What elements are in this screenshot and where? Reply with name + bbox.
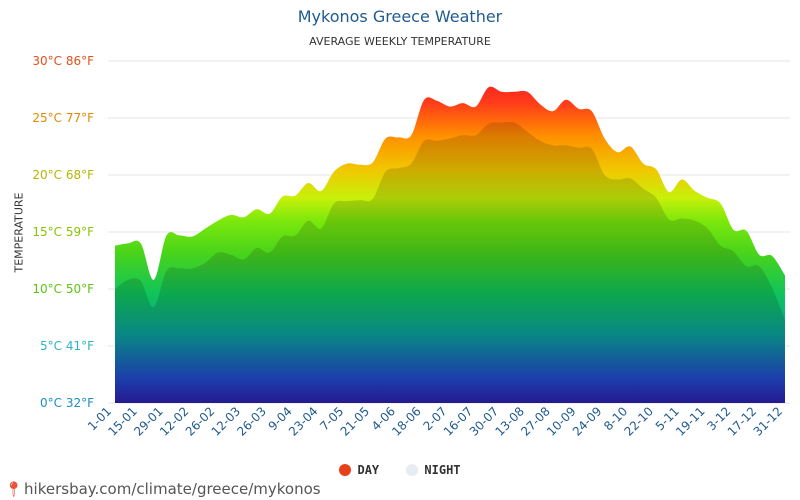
y-tick-labels: 0°C 32°F 5°C 41°F 10°C 50°F 15°C 59°F 20°C 6…	[32, 54, 94, 410]
x-tick-label: 24-09	[570, 404, 605, 439]
chart-title: Mykonos Greece Weather	[297, 7, 503, 26]
chart-plot: 0°C 32°F 5°C 41°F 10°C 50°F 15°C 59°F 20°C 6…	[32, 54, 790, 439]
series-night-shade	[115, 121, 785, 403]
x-tick-label: 21-05	[338, 404, 373, 439]
y-tick-label: 20°C 68°F	[32, 168, 94, 182]
x-tick-label: 18-06	[389, 404, 424, 439]
source-text: hikersbay.com/climate/greece/mykonos	[24, 480, 321, 498]
x-tick-labels: 1-0115-0129-0112-0226-0212-0326-039-0423…	[85, 404, 785, 439]
y-tick-label: 0°C 32°F	[40, 396, 94, 410]
y-tick-label: 30°C 86°F	[32, 54, 94, 68]
legend-day-dot-icon	[339, 464, 352, 476]
series-night-area	[115, 121, 785, 403]
area-layer	[115, 86, 785, 403]
legend-day-label: DAY	[357, 463, 380, 477]
x-tick-label: 19-11	[673, 404, 708, 439]
x-tick-label: 22-10	[622, 404, 657, 439]
chart-subtitle: AVERAGE WEEKLY TEMPERATURE	[309, 35, 491, 48]
y-tick-label: 15°C 59°F	[32, 225, 94, 239]
legend-item-night[interactable]: NIGHT	[406, 463, 461, 477]
legend-night-dot-icon	[406, 464, 419, 476]
y-tick-label: 10°C 50°F	[32, 282, 94, 296]
legend-night-label: NIGHT	[424, 463, 461, 477]
source-link[interactable]: 📍︎hikersbay.com/climate/greece/mykonos	[4, 480, 321, 498]
legend: DAY NIGHT	[0, 463, 800, 477]
x-tick-label: 23-04	[286, 404, 321, 439]
y-tick-label: 25°C 77°F	[32, 111, 94, 125]
x-tick-label: 26-03	[234, 404, 269, 439]
legend-item-day[interactable]: DAY	[339, 463, 379, 477]
y-tick-label: 5°C 41°F	[40, 339, 94, 353]
x-tick-label: 31-12	[751, 404, 786, 439]
location-pin-icon: 📍︎	[4, 480, 24, 498]
